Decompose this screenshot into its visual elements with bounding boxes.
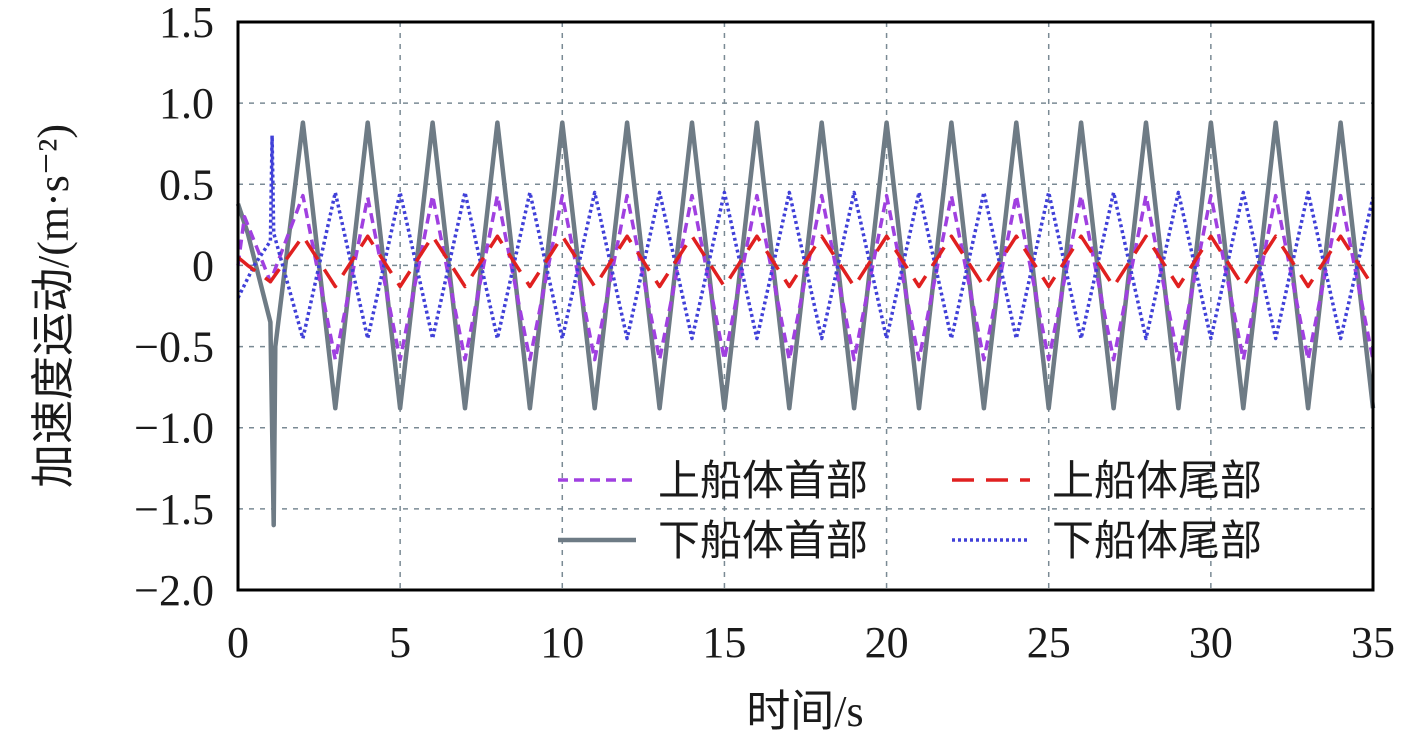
series-group [235,120,1376,528]
x-tick-label: 0 [227,618,249,667]
x-ticks: 0 5 10 15 20 25 30 35 [227,618,1395,667]
legend-label-3: 下船体首部 [658,519,868,565]
y-axis-title: 加速度运动/(m·s⁻²) [29,124,78,488]
plot-frame [236,20,1375,592]
x-tick-label: 25 [1027,618,1071,667]
x-tick-label: 5 [389,618,411,667]
y-tick-label: 1.5 [159,0,214,47]
x-tick-label: 15 [702,618,746,667]
y-tick-label: 1.0 [159,79,214,128]
y-tick-label: −1.5 [134,485,214,534]
series-line-2 [236,234,1375,289]
series-line-4 [236,133,1375,341]
y-tick-label: −0.5 [134,323,214,372]
series-line-1 [236,193,1375,362]
y-tick-label: −1.0 [134,404,214,453]
x-axis-title: 时间/s [746,687,863,736]
y-tick-label: −2.0 [134,566,214,615]
legend-label-2: 上船体尾部 [1052,459,1262,505]
x-tick-label: 20 [865,618,909,667]
legend-label-1: 上船体首部 [658,459,868,505]
y-tick-label: 0 [192,241,214,290]
y-tick-label: 0.5 [159,160,214,209]
x-tick-label: 35 [1351,618,1395,667]
x-tick-label: 30 [1189,618,1233,667]
y-ticks: 1.5 1.0 0.5 0 −0.5 −1.0 −1.5 −2.0 [134,0,214,615]
legend-label-4: 下船体尾部 [1052,519,1262,565]
x-tick-label: 10 [540,618,584,667]
